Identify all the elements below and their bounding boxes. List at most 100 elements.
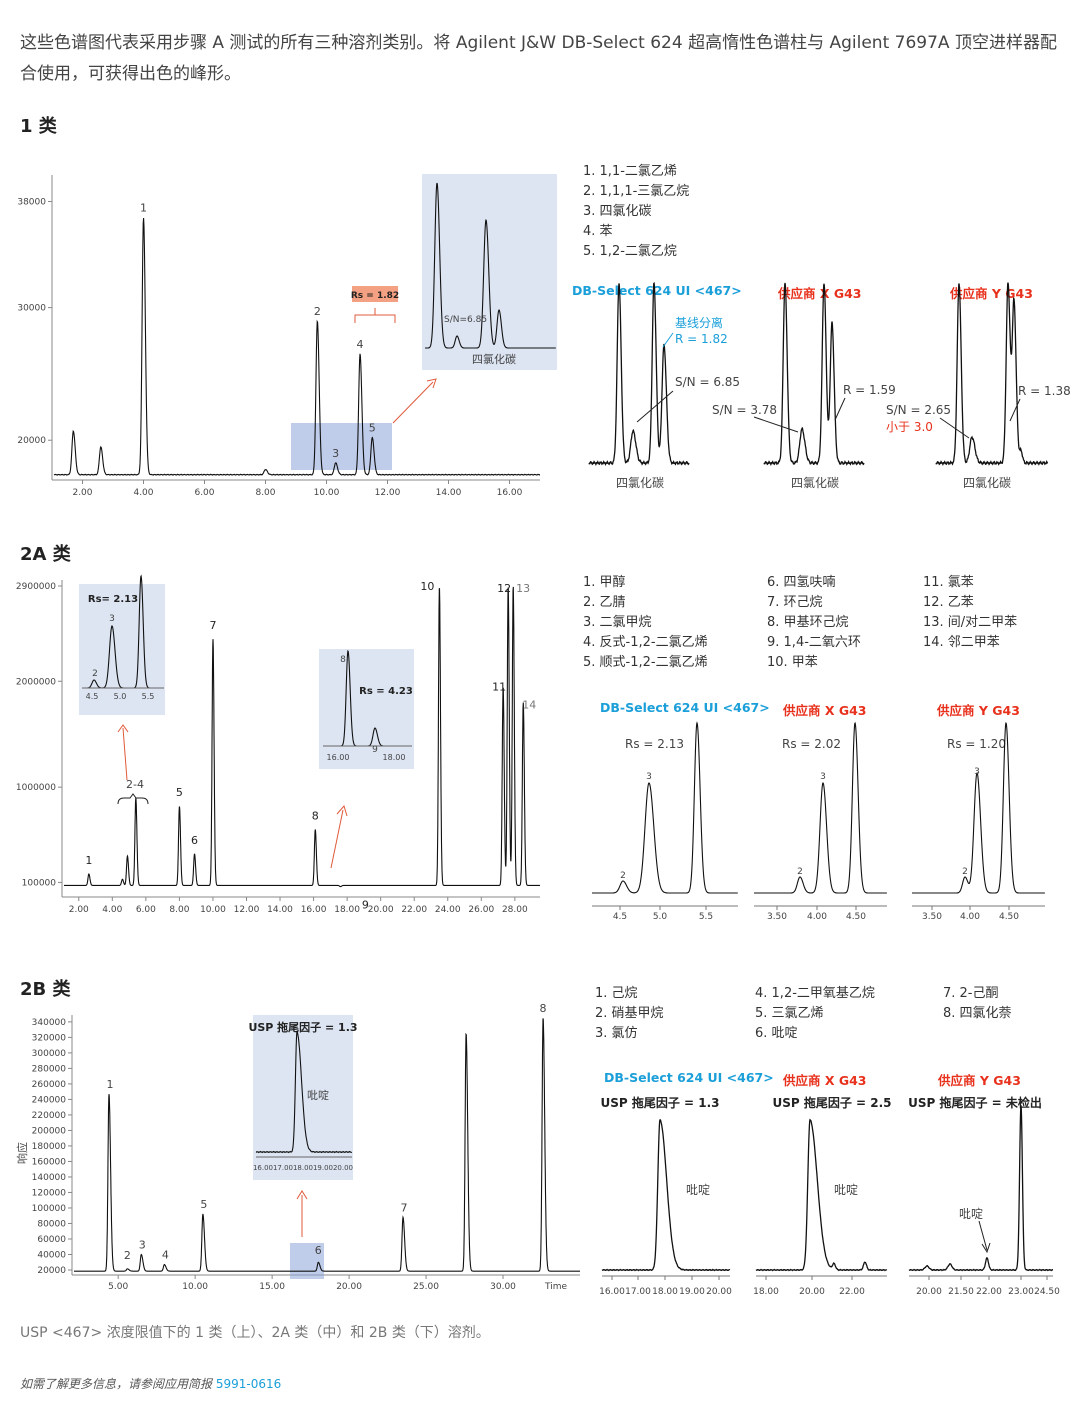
inset-trace: [255, 1030, 353, 1154]
inset1-arrow-head: [117, 724, 129, 733]
y-tick-label: 260000: [32, 1080, 67, 1090]
inset1-rs: Rs= 2.13: [88, 594, 138, 605]
peak-label: 7: [400, 1201, 407, 1214]
x-tick-label: 8.00: [255, 488, 275, 498]
rs-badge-text: Rs = 1.82: [351, 291, 399, 301]
resolution-arrow: [834, 397, 846, 421]
legend-item: 9. 1,4-二氧六环: [767, 635, 861, 650]
class1-panel2-chart: R = 1.59 S/N = 3.78 四氯化碳: [712, 282, 896, 490]
x-tick-label: 16.00: [497, 488, 523, 498]
intro-paragraph: 这些色谱图代表采用步骤 A 测试的所有三种溶剂类别。将 Agilent J&W …: [20, 33, 1057, 84]
legend-item: 1. 己烷: [595, 986, 638, 1001]
panel-x-tick-label: 5.5: [699, 912, 713, 922]
panel-x-tick-label: 18.00: [753, 1287, 779, 1297]
peak-label: 4: [162, 1249, 169, 1262]
inset1-x-tick: 5.0: [114, 692, 127, 701]
peak-label: 8: [540, 1002, 547, 1015]
peak-label: 6: [315, 1244, 322, 1257]
x-axis-unit: Time: [544, 1282, 567, 1292]
class1-panel1-title: DB-Select 624 UI <467>: [572, 283, 742, 298]
panel-trace: [588, 282, 690, 467]
sn-arrow: [939, 417, 970, 439]
panel-x-tick-label: 20.00: [916, 1287, 942, 1297]
x-tick-label: 25.00: [413, 1282, 439, 1292]
rs-badge: [352, 286, 398, 302]
panel-x-tick-label: 17.00: [625, 1287, 651, 1297]
panel-resolution: R = 1.38: [1018, 384, 1071, 398]
y-tick-label: 220000: [32, 1111, 67, 1121]
panel-x-tick-label: 4.5: [613, 912, 627, 922]
x-tick-label: 18.00: [334, 905, 360, 915]
y-tick-label: 100000: [22, 878, 57, 888]
inset1-x-tick: 4.5: [86, 692, 99, 701]
panel-trace: [912, 722, 1045, 894]
panel-x-tick-label: 5.0: [653, 912, 668, 922]
legend-item: 5. 三氯乙烯: [755, 1006, 824, 1021]
x-tick-label: 12.00: [234, 905, 260, 915]
inset2-x-tick: 18.00: [383, 753, 406, 762]
class1-heading: 1 类: [20, 116, 57, 137]
chromatogram-trace: [74, 1018, 580, 1272]
peak-label: 10: [420, 580, 434, 593]
y-tick-label: 20000: [17, 436, 46, 446]
inset2-rs: Rs = 4.23: [359, 686, 413, 697]
y-tick-label: 2000000: [16, 677, 56, 687]
panel-trace: [763, 282, 865, 466]
y-tick-label: 2900000: [16, 582, 56, 592]
y-tick-label: 160000: [32, 1157, 67, 1167]
y-tick-label: 60000: [37, 1235, 66, 1245]
inset-compound-label: 四氯化碳: [472, 352, 516, 366]
x-tick-label: 30.00: [490, 1282, 516, 1292]
panel-note: 基线分离: [675, 315, 723, 330]
panel-tailing-factor: USP 拖尾因子 = 1.3: [600, 1095, 719, 1110]
x-tick-label: 28.00: [502, 905, 528, 915]
peak-label: 5: [176, 786, 183, 799]
legend-item: 2. 1,1,1-三氯乙烷: [583, 184, 690, 199]
panel-peak-label: 3: [974, 767, 980, 777]
class1-legend: 1. 1,1-二氯乙烯 2. 1,1,1-三氯乙烷 3. 四氯化碳 4. 苯 5…: [583, 162, 689, 262]
inset-x-tick: 18.00: [293, 1164, 313, 1172]
y-tick-label: 120000: [32, 1188, 67, 1198]
legend-item: 4. 1,2-二甲氧基乙烷: [755, 986, 875, 1001]
inset-trace: [425, 182, 556, 349]
footer-link[interactable]: 5991-0616: [215, 1377, 282, 1391]
legend-item: 4. 反式-1,2-二氯乙烯: [583, 635, 708, 650]
x-tick-label: 6.00: [136, 905, 156, 915]
peak-label: 6: [191, 834, 198, 847]
class2b-panel2-title: 供应商 X G43: [783, 1073, 867, 1088]
x-tick-label: 8.00: [169, 905, 189, 915]
legend-item: 14. 邻二甲苯: [923, 635, 1000, 650]
inset1-peak-label: 2: [92, 669, 98, 679]
x-tick-label: 14.00: [436, 488, 462, 498]
x-tick-label: 4.00: [102, 905, 122, 915]
legend-item: 13. 间/对二甲苯: [923, 615, 1018, 630]
x-tick-label: 14.00: [267, 905, 293, 915]
x-tick-label: 20.00: [336, 1282, 362, 1292]
class2b-heading: 2B 类: [20, 979, 71, 1000]
panel-x-tick-label: 23.00: [1008, 1287, 1034, 1297]
y-tick-label: 1000000: [16, 783, 56, 793]
y-tick-label: 30000: [17, 304, 46, 314]
panel-compound-label: 四氯化碳: [791, 476, 839, 490]
class1-panel2-title: 供应商 X G43: [778, 286, 862, 301]
legend-item: 3. 四氯化碳: [583, 204, 652, 219]
x-tick-label: 6.00: [194, 488, 214, 498]
x-tick-label: 26.00: [468, 905, 494, 915]
class2a-legend-col3: 11. 氯苯 12. 乙苯 13. 间/对二甲苯 14. 邻二甲苯: [923, 573, 1017, 653]
panel-rs: Rs = 2.02: [782, 737, 841, 751]
y-axis-label: 响应: [15, 1142, 29, 1164]
panel-compound: 吡啶: [686, 1183, 710, 1197]
panel-compound: 吡啶: [834, 1183, 858, 1197]
legend-item: 1. 1,1-二氯乙烯: [583, 164, 677, 179]
zoom-highlight: [291, 423, 392, 470]
y-tick-label: 180000: [32, 1142, 67, 1152]
peak-label: 8: [312, 809, 319, 822]
inset-title: USP 拖尾因子 = 1.3: [248, 1020, 357, 1034]
legend-item: 10. 甲苯: [767, 655, 818, 670]
zoom-highlight: [290, 1243, 324, 1279]
panel-peak-label: 3: [646, 772, 652, 782]
legend-item: 3. 二氯甲烷: [583, 615, 652, 630]
panel-trace: [935, 282, 1048, 466]
inset-sn-label: S/N=6.85: [444, 315, 487, 325]
panel-rs: Rs = 1.20: [947, 737, 1006, 751]
